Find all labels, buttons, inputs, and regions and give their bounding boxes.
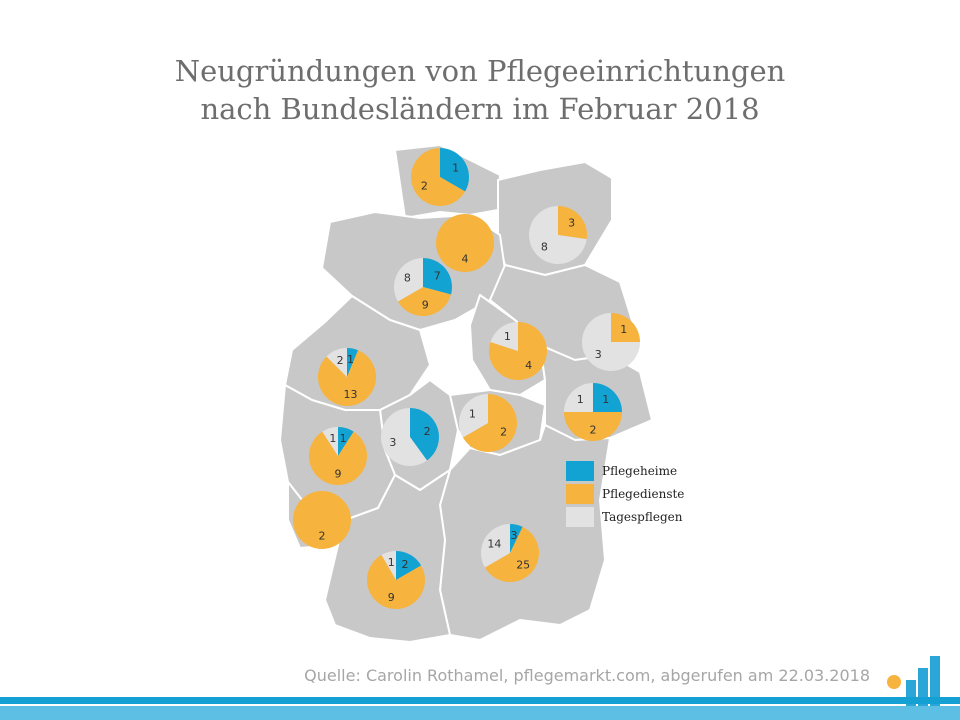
pie-label-tagespflegen: 3 [595, 348, 602, 361]
region-pie: 12 [410, 148, 469, 206]
pie-slice-pflegeheime [510, 524, 523, 553]
legend-item-pflegeheime: Pflegeheime [566, 459, 684, 482]
region-pie: 2 [293, 491, 351, 549]
pie-slice-pflegedienste [436, 214, 494, 272]
chart-title-line-2: nach Bundesländern im Februar 2018 [200, 92, 760, 126]
pie-slice-tagespflegen [529, 206, 587, 264]
pie-slice-tagespflegen [381, 551, 396, 580]
pie-slice-tagespflegen [322, 427, 338, 456]
pie-label-pflegedienste: 4 [525, 359, 532, 372]
pie-slice-pflegeheime [347, 348, 359, 377]
pie-slice-pflegeheime [440, 148, 469, 192]
pie-label-tagespflegen: 2 [337, 354, 344, 367]
pie-label-tagespflegen: 1 [329, 432, 336, 445]
pie-label-tagespflegen: 8 [404, 272, 411, 285]
pie-label-pflegedienste: 1 [620, 323, 627, 336]
pie-slice-pflegeheime [396, 551, 422, 580]
legend-swatch-pflegeheime [566, 460, 594, 481]
pie-label-pflegedienste: 4 [462, 252, 469, 265]
region-pie: 23 [380, 408, 439, 467]
region-pie: 13 [582, 313, 640, 371]
region-pie: 41 [489, 322, 547, 381]
pie-label-pflegeheime: 2 [424, 425, 431, 438]
region-pie: 1 2 1 [564, 383, 622, 441]
pie-slice-pflegeheime [423, 258, 452, 295]
region-pie: 21 [458, 394, 517, 452]
pie-slice-tagespflegen [582, 313, 640, 371]
pie-label-tagespflegen: 14 [487, 538, 501, 551]
pie-label-pflegedienste: 2 [421, 180, 428, 193]
pie-label-pflegeheime: 3 [511, 529, 518, 542]
pie-label-pflegedienste: 3 [568, 217, 575, 230]
source-note: Quelle: Carolin Rothamel, pflegemarkt.co… [304, 666, 870, 685]
pie-slice-pflegeheime [338, 427, 354, 456]
footer-bar-light [0, 706, 960, 720]
pie-label-tagespflegen: 1 [504, 330, 511, 343]
region-pie: 3 25 14 [481, 524, 539, 582]
pie-label-pflegedienste: 2 [319, 530, 326, 543]
legend-label-pflegeheime: Pflegeheime [602, 463, 678, 478]
pie-label-tagespflegen: 1 [388, 556, 395, 569]
pie-slice-pflegeheime [410, 408, 439, 461]
pie-label-tagespflegen: 8 [541, 240, 548, 253]
pie-slice-pflegedienste [410, 148, 466, 206]
chart-legend: Pflegeheime Pflegedienste Tagespflegen [566, 459, 684, 528]
pie-label-pflegeheime: 2 [402, 558, 409, 571]
pie-label-pflegedienste: 9 [388, 591, 395, 604]
pie-label-tagespflegen: 1 [577, 393, 584, 406]
chart-title: Neugründungen von Pflegeeinrichtungen na… [0, 52, 960, 128]
pie-slice-pflegeheime [593, 383, 622, 412]
pie-label-pflegeheime: 1 [347, 353, 354, 366]
legend-label-tagespflegen: Tagespflegen [602, 509, 683, 524]
region-pie: 38 [529, 205, 587, 264]
pie-label-pflegeheime: 1 [340, 432, 347, 445]
legend-item-tagespflegen: Tagespflegen [566, 505, 684, 528]
footer-bar [0, 697, 960, 704]
pie-slice-tagespflegen [394, 258, 423, 302]
pie-slice-tagespflegen [458, 394, 488, 438]
region-pie: 1 13 2 [317, 348, 376, 407]
pie-slice-pflegedienste [397, 287, 452, 316]
pie-slice-pflegedienste [308, 431, 368, 485]
pie-slice-pflegedienste [558, 205, 587, 240]
legend-swatch-pflegedienste [566, 483, 594, 504]
chart-title-line-1: Neugründungen von Pflegeeinrichtungen [174, 54, 786, 88]
pie-slice-tagespflegen [326, 348, 347, 377]
pie-label-pflegedienste: 9 [335, 468, 342, 481]
pie-slice-pflegedienste [484, 526, 539, 582]
pie-label-tagespflegen: 3 [389, 436, 396, 449]
pie-label-pflegeheime: 1 [602, 393, 609, 406]
pie-label-pflegedienste: 2 [500, 426, 507, 439]
region-pie: 1 9 1 [308, 427, 368, 485]
pie-label-tagespflegen: 1 [469, 408, 476, 421]
pie-slice-tagespflegen [564, 383, 593, 412]
pie-slice-tagespflegen [490, 322, 518, 351]
legend-item-pflegedienste: Pflegedienste [566, 482, 684, 505]
pie-label-pflegedienste: 13 [344, 388, 358, 401]
region-pie: 2 9 1 [366, 551, 425, 609]
pie-label-pflegedienste: 25 [516, 559, 530, 572]
legend-swatch-tagespflegen [566, 506, 594, 527]
pie-slice-pflegedienste [293, 491, 351, 549]
pie-label-pflegeheime: 1 [452, 162, 459, 175]
pie-label-pflegeheime: 7 [434, 270, 441, 283]
region-pie: 4 [436, 214, 494, 272]
pie-slice-tagespflegen [380, 408, 428, 467]
pie-slice-pflegedienste [564, 412, 622, 441]
pie-slice-pflegedienste [611, 313, 640, 342]
pie-slice-pflegedienste [366, 554, 425, 609]
pie-slice-pflegedienste [462, 394, 517, 452]
pie-slice-tagespflegen [481, 524, 510, 568]
region-pie: 7 98 [394, 258, 452, 316]
pie-label-pflegedienste: 2 [590, 424, 597, 437]
pie-label-pflegedienste: 9 [422, 298, 429, 311]
pie-slice-pflegedienste [317, 350, 376, 407]
legend-label-pflegedienste: Pflegedienste [602, 486, 685, 501]
